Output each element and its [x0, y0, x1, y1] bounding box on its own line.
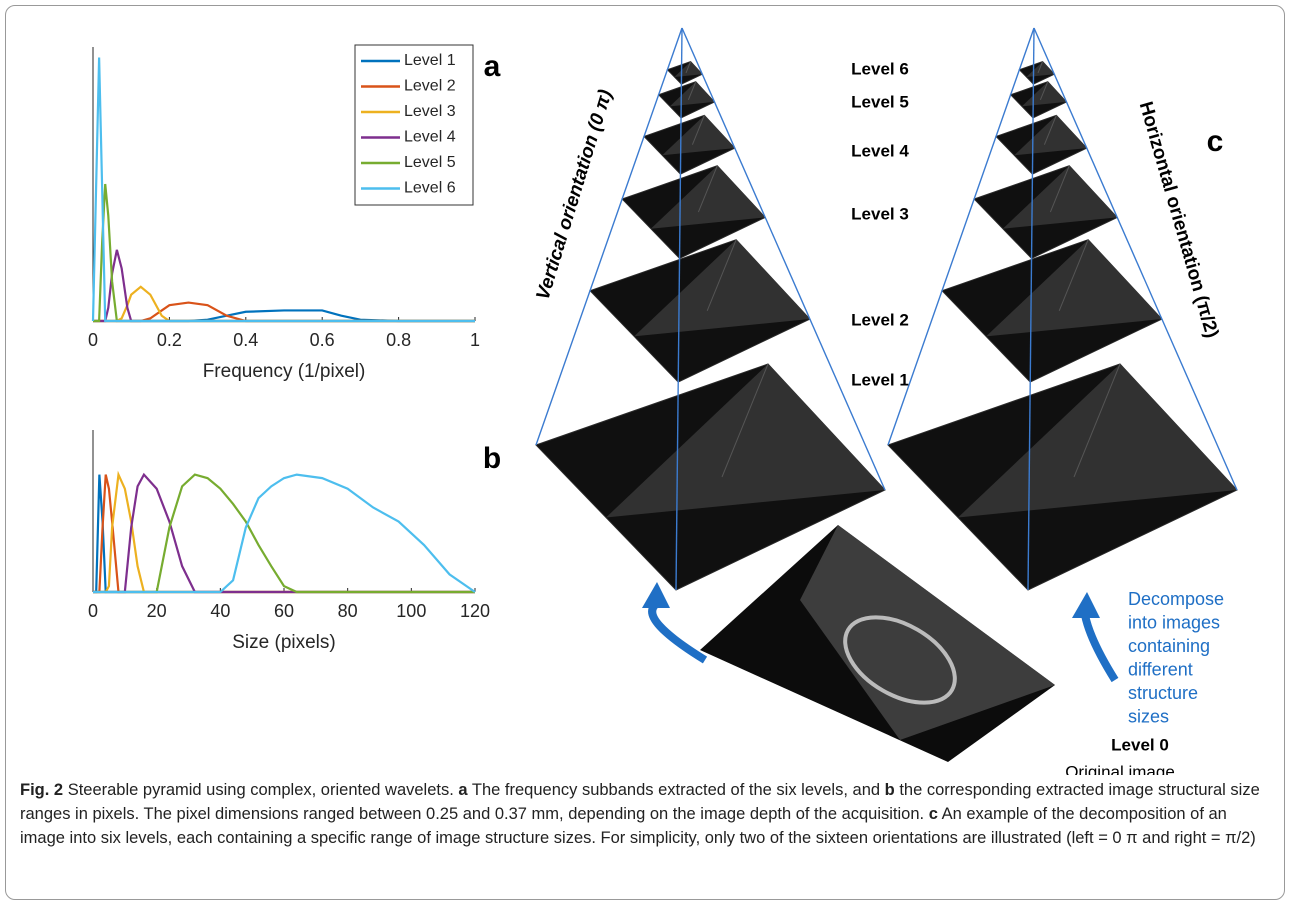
image-sector — [958, 364, 1237, 518]
level-label: Level 4 — [851, 141, 909, 160]
series-line — [93, 474, 475, 594]
pyramid-edge — [681, 27, 886, 491]
series-line — [93, 285, 475, 323]
pyramid-edge — [887, 27, 1035, 446]
pyramid-edge — [675, 27, 683, 591]
note-line: into images — [1128, 612, 1220, 632]
original-structure — [843, 615, 957, 705]
caption-text: The frequency subbands extracted of the … — [471, 781, 881, 799]
caption-text: Steerable pyramid using complex, oriente… — [67, 781, 454, 799]
image-edge — [1037, 61, 1044, 74]
caption-ref: a — [458, 781, 468, 799]
x-tick-label: 0.8 — [386, 330, 411, 350]
series-line — [93, 474, 475, 594]
legend-label: Level 6 — [404, 180, 456, 197]
x-tick-label: 0.4 — [233, 330, 258, 350]
level-label: Level 3 — [851, 204, 909, 223]
arrow — [1081, 614, 1119, 683]
image-sector — [986, 239, 1162, 337]
level-label: Level 2 — [851, 310, 909, 329]
caption: Fig. 2 Steerable pyramid using complex, … — [20, 778, 1270, 850]
image-edge — [706, 239, 737, 312]
note-line: sizes — [1128, 706, 1169, 726]
legend-label: Level 3 — [404, 103, 456, 120]
image-edge — [1058, 239, 1089, 312]
panel-label: c — [1207, 125, 1224, 158]
original-label: Original image — [1065, 762, 1175, 775]
x-tick-label: 80 — [338, 601, 358, 621]
panel-label: a — [484, 50, 501, 83]
image-edge — [721, 363, 769, 478]
x-tick-label: 100 — [396, 601, 426, 621]
series-line — [93, 473, 476, 594]
series-line — [93, 472, 475, 594]
level-label: Level 5 — [851, 92, 909, 111]
x-tick-label: 60 — [274, 601, 294, 621]
figure-frame — [5, 5, 1285, 900]
level-label: Level 1 — [851, 370, 909, 389]
x-tick-label: 120 — [460, 601, 490, 621]
caption-fig: Fig. 2 — [20, 781, 64, 799]
pyramid-edge — [1033, 27, 1238, 491]
note-line: containing — [1128, 636, 1210, 656]
legend-box — [354, 44, 474, 206]
pyramid-edge — [1027, 27, 1035, 591]
orientation-label: Vertical orientation (0 π) — [533, 87, 617, 302]
legend-label: Level 1 — [404, 52, 456, 69]
x-tick-label: 0 — [88, 330, 98, 350]
caption-ref: c — [928, 805, 938, 823]
x-axis-label: Frequency (1/pixel) — [203, 361, 366, 382]
panel-label: b — [483, 442, 501, 475]
image-edge — [1039, 81, 1049, 101]
image-edge — [687, 81, 697, 101]
image-edge — [1043, 115, 1057, 145]
x-tick-label: 1 — [470, 330, 480, 350]
x-tick-label: 0.6 — [310, 330, 335, 350]
caption-ref: b — [884, 781, 895, 799]
x-tick-label: 40 — [210, 601, 230, 621]
image-sector — [634, 239, 810, 337]
original-sector — [800, 525, 1055, 740]
arrow-head — [1072, 592, 1100, 618]
caption-text: the corresponding extracted image struct… — [20, 781, 1260, 823]
x-tick-label: 0 — [88, 601, 98, 621]
series-line — [93, 473, 475, 594]
note-line: different — [1128, 659, 1193, 679]
series-line — [93, 301, 475, 323]
x-tick-label: 0.2 — [157, 330, 182, 350]
level-label: Level 6 — [851, 59, 909, 78]
pyramid-edge — [535, 27, 683, 446]
series-line — [91, 57, 475, 323]
level-label: Level 0 — [1111, 735, 1169, 754]
legend-label: Level 4 — [404, 129, 456, 146]
image-edge — [697, 165, 718, 213]
series-line — [93, 470, 475, 594]
figure: a b c Level 6 Level 5 Level 4 Level 3 Level … — [88, 27, 1238, 775]
arrow — [648, 602, 708, 664]
image-edge — [1073, 363, 1121, 478]
image-sector — [606, 364, 885, 518]
caption-text: An example of the decomposition of an im… — [20, 805, 1256, 847]
arrow-head — [642, 582, 670, 608]
x-tick-label: 20 — [147, 601, 167, 621]
legend-label: Level 2 — [404, 78, 456, 95]
image-edge — [691, 115, 705, 145]
note-line: structure — [1128, 683, 1198, 703]
x-axis-label: Size (pixels) — [232, 632, 335, 653]
legend-label: Level 5 — [404, 154, 456, 171]
image-edge — [685, 61, 692, 74]
note-line: Decompose — [1128, 589, 1224, 609]
image-edge — [1049, 165, 1070, 213]
